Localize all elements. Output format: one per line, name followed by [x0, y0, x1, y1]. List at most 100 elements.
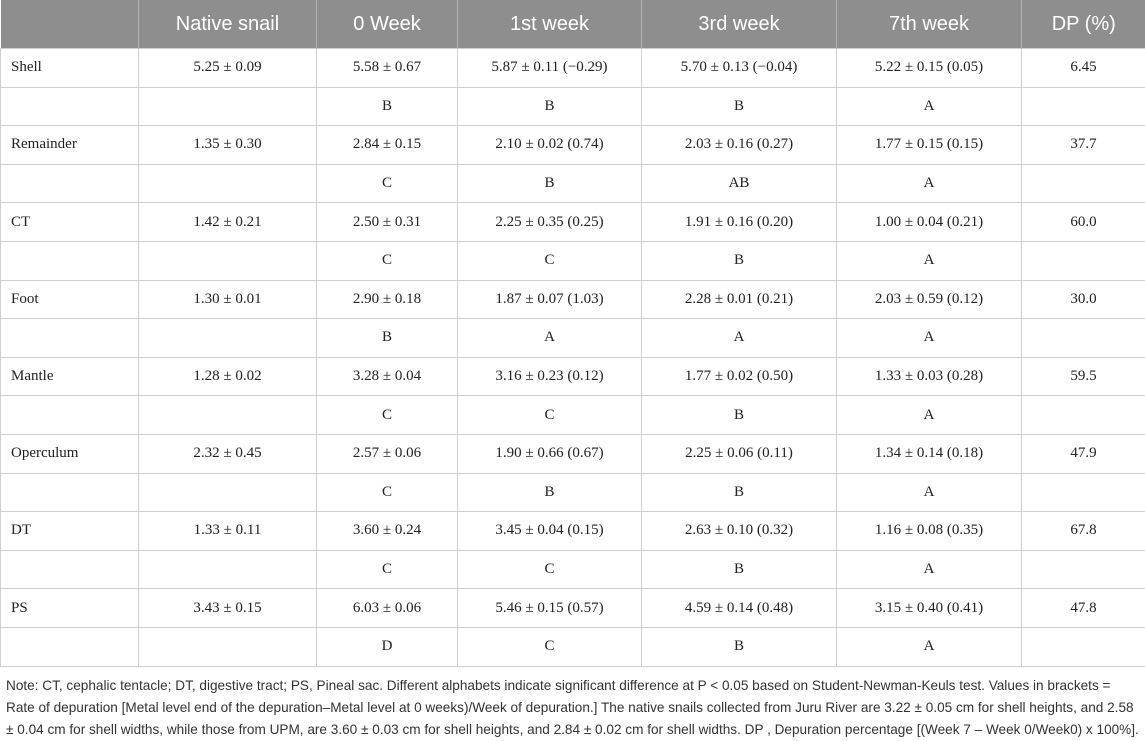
- significance-letter-cell: C: [317, 550, 458, 589]
- value-cell: 6.45: [1022, 49, 1145, 88]
- tissue-label: Foot: [1, 280, 139, 319]
- significance-letter-cell: [139, 396, 317, 435]
- significance-letter-cell: [1022, 550, 1145, 589]
- significance-letter-cell: A: [837, 164, 1022, 203]
- value-cell: 1.77 ± 0.02 (0.50): [642, 357, 837, 396]
- table-footnote: Note: CT, cephalic tentacle; DT, digesti…: [0, 667, 1145, 741]
- value-cell: 2.32 ± 0.45: [139, 434, 317, 473]
- value-cell: 1.00 ± 0.04 (0.21): [837, 203, 1022, 242]
- value-cell: 47.9: [1022, 434, 1145, 473]
- value-cell: 5.46 ± 0.15 (0.57): [458, 589, 642, 628]
- significance-letter-cell: [1022, 319, 1145, 358]
- value-cell: 6.03 ± 0.06: [317, 589, 458, 628]
- value-cell: 1.42 ± 0.21: [139, 203, 317, 242]
- value-cell: 1.91 ± 0.16 (0.20): [642, 203, 837, 242]
- significance-letter-cell: B: [317, 87, 458, 126]
- significance-letter-cell: A: [837, 550, 1022, 589]
- header-tissue: [1, 0, 139, 49]
- value-cell: 3.43 ± 0.15: [139, 589, 317, 628]
- value-cell: 1.16 ± 0.08 (0.35): [837, 512, 1022, 551]
- tissue-label: DT: [1, 512, 139, 551]
- significance-letter-cell: B: [642, 87, 837, 126]
- header-native-snail: Native snail: [139, 0, 317, 49]
- value-cell: 2.50 ± 0.31: [317, 203, 458, 242]
- value-cell: 5.87 ± 0.11 (−0.29): [458, 49, 642, 88]
- significance-letter-cell: [139, 319, 317, 358]
- value-cell: 2.63 ± 0.10 (0.32): [642, 512, 837, 551]
- value-cell: 37.7: [1022, 126, 1145, 165]
- significance-letter-cell: A: [837, 396, 1022, 435]
- header-week-7: 7th week: [837, 0, 1022, 49]
- significance-letter-cell: B: [642, 241, 837, 280]
- value-cell: 60.0: [1022, 203, 1145, 242]
- significance-letter-cell: C: [317, 396, 458, 435]
- empty-cell: [1, 396, 139, 435]
- value-cell: 3.60 ± 0.24: [317, 512, 458, 551]
- value-cell: 67.8: [1022, 512, 1145, 551]
- significance-letter-cell: [1022, 241, 1145, 280]
- significance-letter-cell: [139, 241, 317, 280]
- empty-cell: [1, 319, 139, 358]
- header-week-1: 1st week: [458, 0, 642, 49]
- significance-letter-cell: A: [837, 241, 1022, 280]
- significance-letter-cell: A: [837, 473, 1022, 512]
- significance-letter-cell: C: [458, 241, 642, 280]
- significance-letter-cell: [1022, 396, 1145, 435]
- value-cell: 5.22 ± 0.15 (0.05): [837, 49, 1022, 88]
- significance-letter-cell: [1022, 627, 1145, 666]
- depuration-table: Native snail 0 Week 1st week 3rd week 7t…: [0, 0, 1145, 667]
- value-cell: 1.33 ± 0.11: [139, 512, 317, 551]
- tissue-label: Operculum: [1, 434, 139, 473]
- value-cell: 2.57 ± 0.06: [317, 434, 458, 473]
- significance-letter-cell: B: [458, 473, 642, 512]
- value-cell: 2.84 ± 0.15: [317, 126, 458, 165]
- tissue-label: Shell: [1, 49, 139, 88]
- value-cell: 1.28 ± 0.02: [139, 357, 317, 396]
- significance-letter-cell: [139, 473, 317, 512]
- significance-letter-cell: A: [837, 319, 1022, 358]
- value-cell: 1.90 ± 0.66 (0.67): [458, 434, 642, 473]
- significance-letter-cell: [1022, 87, 1145, 126]
- value-cell: 1.30 ± 0.01: [139, 280, 317, 319]
- significance-letter-cell: A: [458, 319, 642, 358]
- significance-letter-cell: C: [317, 473, 458, 512]
- significance-letter-cell: D: [317, 627, 458, 666]
- tissue-label: PS: [1, 589, 139, 628]
- tissue-label: Mantle: [1, 357, 139, 396]
- significance-letter-cell: [1022, 164, 1145, 203]
- value-cell: 1.35 ± 0.30: [139, 126, 317, 165]
- value-cell: 5.25 ± 0.09: [139, 49, 317, 88]
- significance-letter-cell: B: [642, 473, 837, 512]
- significance-letter-cell: C: [458, 550, 642, 589]
- tissue-label: CT: [1, 203, 139, 242]
- value-cell: 1.87 ± 0.07 (1.03): [458, 280, 642, 319]
- value-cell: 2.25 ± 0.06 (0.11): [642, 434, 837, 473]
- empty-cell: [1, 241, 139, 280]
- value-cell: 1.77 ± 0.15 (0.15): [837, 126, 1022, 165]
- value-cell: 5.70 ± 0.13 (−0.04): [642, 49, 837, 88]
- value-cell: 2.10 ± 0.02 (0.74): [458, 126, 642, 165]
- value-cell: 2.03 ± 0.59 (0.12): [837, 280, 1022, 319]
- significance-letter-cell: [139, 164, 317, 203]
- header-dp: DP (%): [1022, 0, 1145, 49]
- empty-cell: [1, 550, 139, 589]
- significance-letter-cell: B: [458, 87, 642, 126]
- significance-letter-cell: B: [642, 396, 837, 435]
- table-header: Native snail 0 Week 1st week 3rd week 7t…: [1, 0, 1145, 49]
- value-cell: 2.28 ± 0.01 (0.21): [642, 280, 837, 319]
- significance-letter-cell: C: [317, 241, 458, 280]
- value-cell: 3.16 ± 0.23 (0.12): [458, 357, 642, 396]
- significance-letter-cell: C: [458, 627, 642, 666]
- significance-letter-cell: B: [458, 164, 642, 203]
